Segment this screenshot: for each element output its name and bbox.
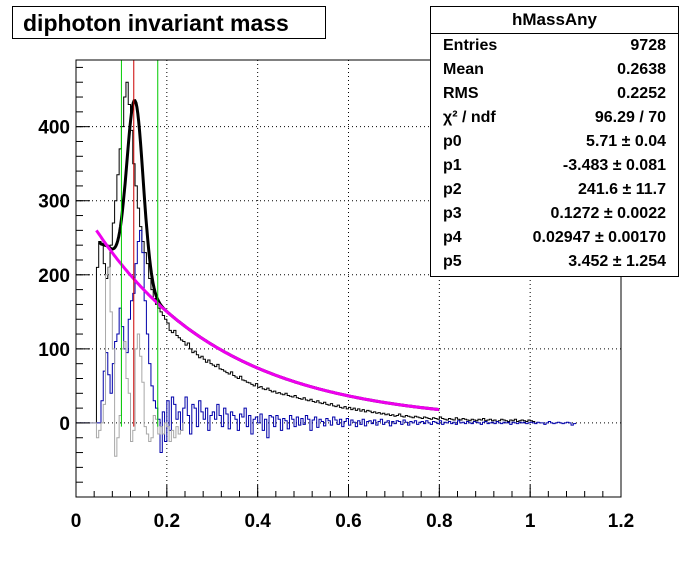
histogram-total: [95, 81, 536, 423]
x-tick-label: 1.2: [608, 511, 634, 532]
stats-row-p5: p5 3.452 ± 1.254: [431, 251, 678, 275]
stats-key: Entries: [443, 37, 498, 54]
stats-key: p3: [443, 205, 462, 222]
x-tick-label: 0: [71, 511, 82, 532]
y-tick-label: 200: [38, 266, 70, 287]
fit-curve-background: [95, 229, 440, 412]
stats-value: 0.02947 ± 0.00170: [532, 229, 666, 246]
x-tick-label: 0.2: [154, 511, 180, 532]
marker-lines: [120, 60, 159, 427]
stats-box: hMassAny Entries 9728 Mean 0.2638 RMS 0.…: [430, 6, 679, 277]
title-box: diphoton invariant mass: [12, 6, 326, 39]
stats-row-p4: p4 0.02947 ± 0.00170: [431, 227, 678, 251]
y-tick-label: 0: [59, 414, 70, 435]
stats-key: p4: [443, 229, 462, 246]
stats-key: p0: [443, 133, 462, 150]
stats-value: 9728: [630, 37, 666, 54]
stats-histogram-name: hMassAny: [431, 7, 678, 34]
y-tick-label: 100: [38, 340, 70, 361]
histogram-series: [76, 81, 577, 457]
stats-row-p2: p2 241.6 ± 11.7: [431, 179, 678, 203]
y-tick-label: 400: [38, 118, 70, 139]
stats-value: 96.29 / 70: [594, 109, 666, 126]
stats-value: 0.2638: [617, 61, 666, 78]
y-tick-label: 300: [38, 192, 70, 213]
stats-key: χ² / ndf: [443, 109, 496, 126]
stats-row-entries: Entries 9728: [431, 35, 678, 59]
x-tick-label: 0.4: [244, 511, 271, 532]
stats-row-mean: Mean 0.2638: [431, 59, 678, 83]
stats-row-p1: p1 -3.483 ± 0.081: [431, 155, 678, 179]
stats-key: Mean: [443, 61, 484, 78]
stats-value: 5.71 ± 0.04: [586, 133, 666, 150]
stats-value: 0.2252: [617, 85, 666, 102]
histogram-signal: [76, 229, 577, 454]
stats-value: 3.452 ± 1.254: [568, 253, 666, 270]
stats-value: -3.483 ± 0.081: [562, 157, 666, 174]
stats-key: p1: [443, 157, 462, 174]
x-tick-label: 1: [525, 511, 536, 532]
fit-curves: [95, 99, 440, 412]
stats-key: p5: [443, 253, 462, 270]
stats-value: 241.6 ± 11.7: [578, 181, 666, 198]
stats-row-chi2: χ² / ndf 96.29 / 70: [431, 107, 678, 131]
stats-row-p0: p0 5.71 ± 0.04: [431, 131, 678, 155]
chart-title: diphoton invariant mass: [23, 10, 289, 36]
stats-key: p2: [443, 181, 462, 198]
stats-key: RMS: [443, 85, 479, 102]
axes: 0 0.2 0.4 0.6 0.8 1 1.2 0 100 200 300 400: [38, 66, 634, 532]
stats-row-rms: RMS 0.2252: [431, 83, 678, 107]
histogram-sideband: [85, 266, 184, 457]
stats-value: 0.1272 ± 0.0022: [550, 205, 666, 222]
x-tick-label: 0.6: [335, 511, 361, 532]
stats-row-p3: p3 0.1272 ± 0.0022: [431, 203, 678, 227]
x-tick-label: 0.8: [426, 511, 452, 532]
